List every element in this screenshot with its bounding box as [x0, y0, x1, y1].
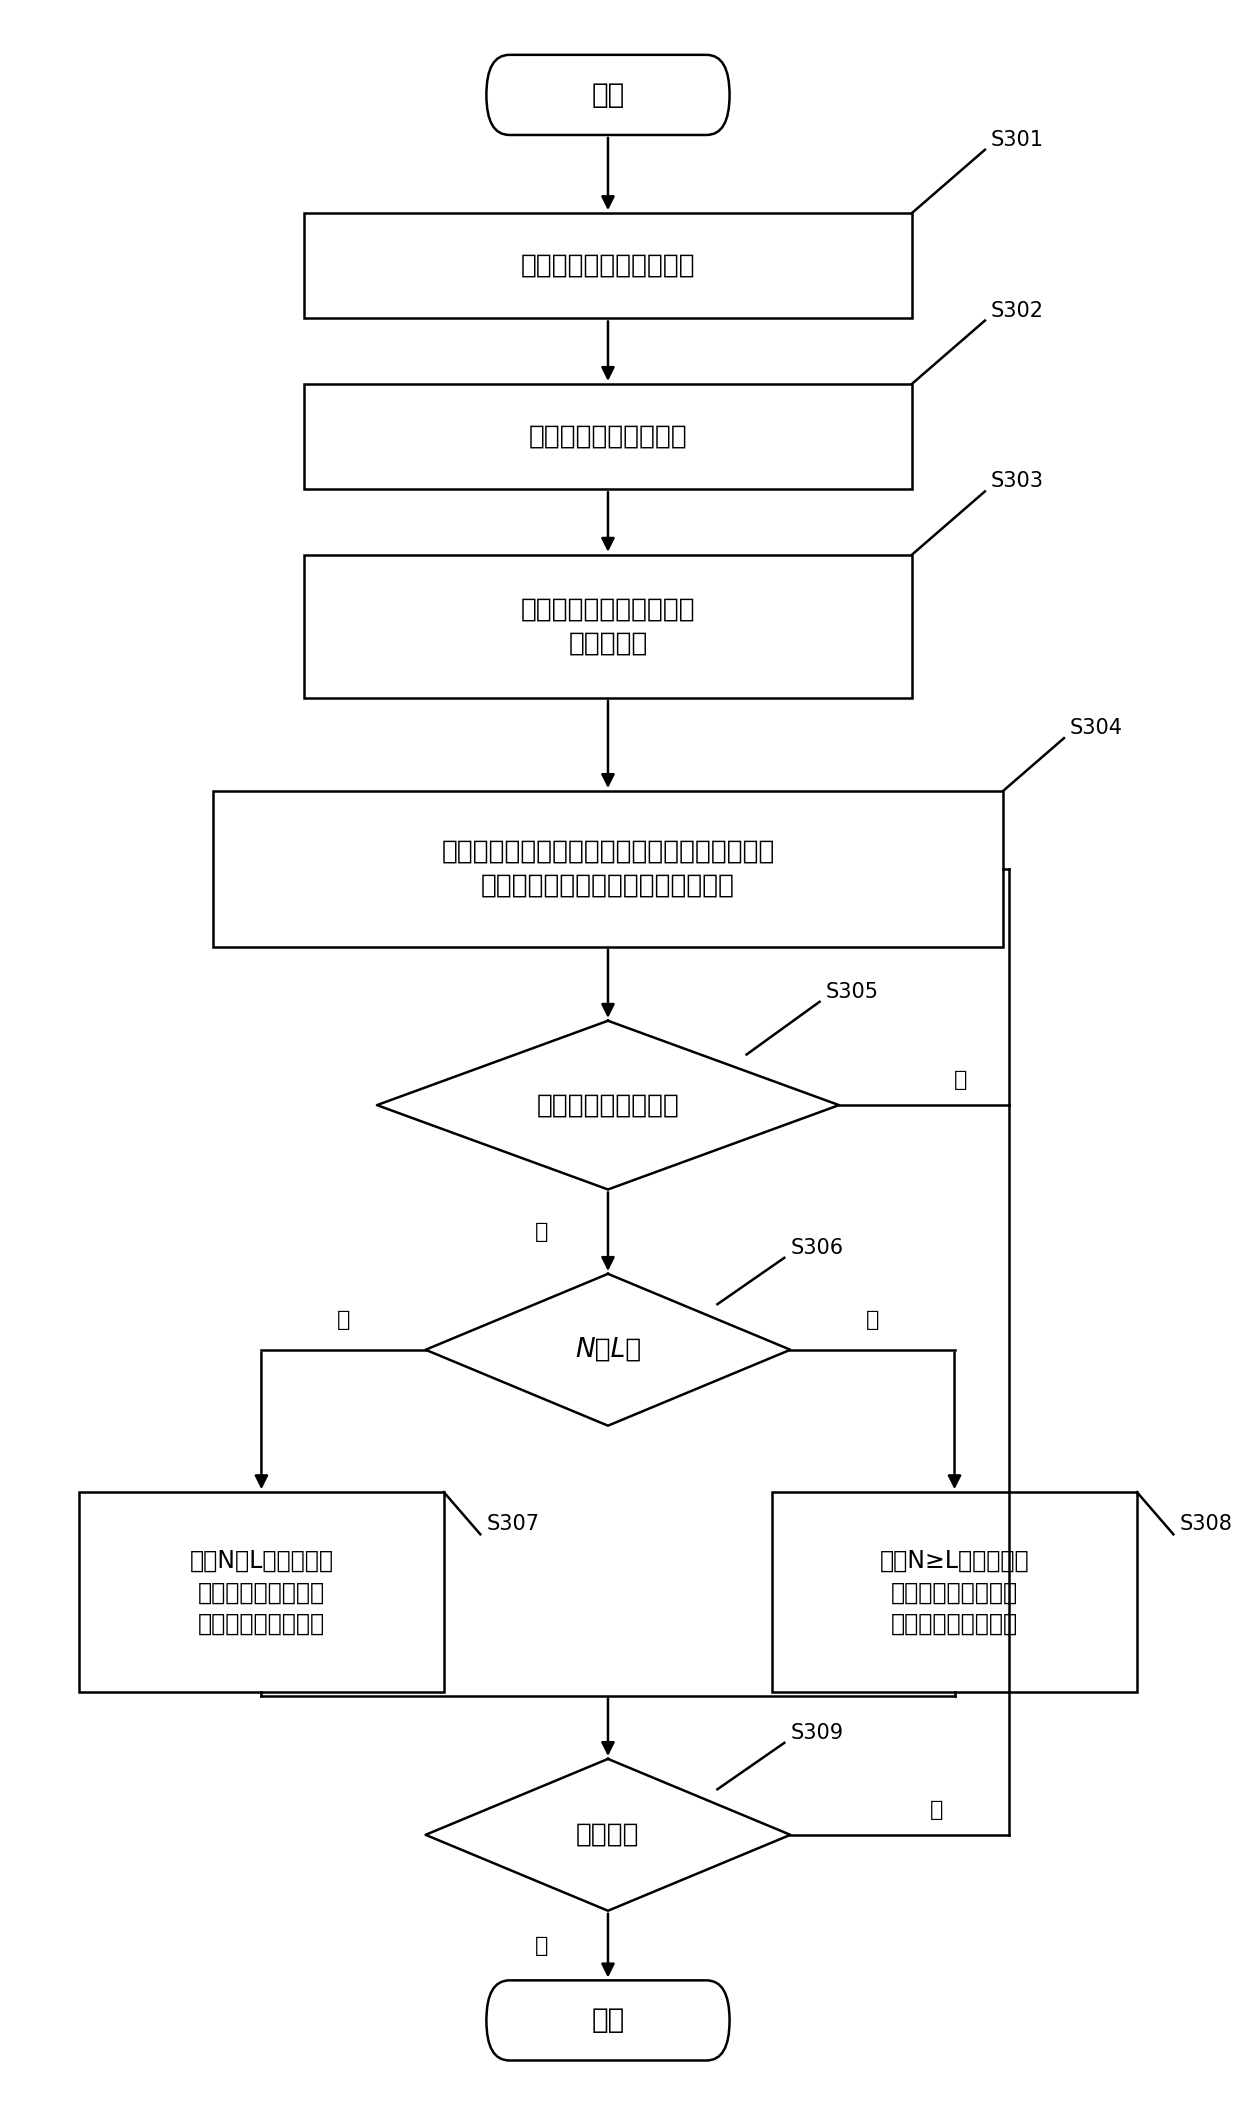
Text: 否: 否: [866, 1310, 879, 1331]
Text: 是: 是: [337, 1310, 350, 1331]
Text: S309: S309: [790, 1723, 843, 1742]
Text: 是: 是: [534, 1936, 548, 1955]
FancyBboxPatch shape: [304, 213, 911, 318]
FancyBboxPatch shape: [773, 1493, 1137, 1691]
Text: 否: 否: [954, 1069, 967, 1090]
FancyBboxPatch shape: [486, 1980, 729, 2060]
FancyBboxPatch shape: [486, 55, 729, 135]
FancyBboxPatch shape: [213, 791, 1003, 947]
Text: 利用N＜L时的在线学
习算法，根据新来样
本更新模型相关参数: 利用N＜L时的在线学 习算法，根据新来样 本更新模型相关参数: [190, 1548, 334, 1637]
Text: S305: S305: [826, 983, 879, 1002]
Text: S303: S303: [991, 472, 1044, 491]
Text: 初始化模型结构与变量: 初始化模型结构与变量: [528, 424, 687, 449]
Text: 利用少量初始数据样本对
模型初始化: 利用少量初始数据样本对 模型初始化: [521, 597, 696, 656]
Text: 模型输入、输出变量确定: 模型输入、输出变量确定: [521, 253, 696, 278]
Text: S307: S307: [486, 1514, 539, 1535]
Text: 是否形成新数据块？: 是否形成新数据块？: [537, 1092, 680, 1118]
Text: S306: S306: [790, 1238, 843, 1257]
Text: 否: 否: [930, 1799, 942, 1820]
FancyBboxPatch shape: [304, 384, 911, 489]
Text: 是否结束: 是否结束: [577, 1822, 640, 1847]
Text: N＜L？: N＜L？: [575, 1337, 641, 1362]
Text: 开始: 开始: [591, 80, 625, 110]
FancyBboxPatch shape: [304, 555, 911, 698]
FancyBboxPatch shape: [79, 1493, 444, 1691]
Text: S308: S308: [1179, 1514, 1233, 1535]
Text: 获取磨矿过程数据，并利用当前所建立的软测量
模型在线估计当前时刻磨矿粒度的值: 获取磨矿过程数据，并利用当前所建立的软测量 模型在线估计当前时刻磨矿粒度的值: [441, 839, 775, 898]
Text: S301: S301: [991, 131, 1044, 150]
Text: S304: S304: [1070, 719, 1123, 738]
Text: 是: 是: [534, 1221, 548, 1242]
Text: 结束: 结束: [591, 2006, 625, 2035]
Text: 利用N≥L时的在线学
习算法，根据新来样
本更新模型相关参数: 利用N≥L时的在线学 习算法，根据新来样 本更新模型相关参数: [879, 1548, 1029, 1637]
Text: S302: S302: [991, 302, 1044, 321]
